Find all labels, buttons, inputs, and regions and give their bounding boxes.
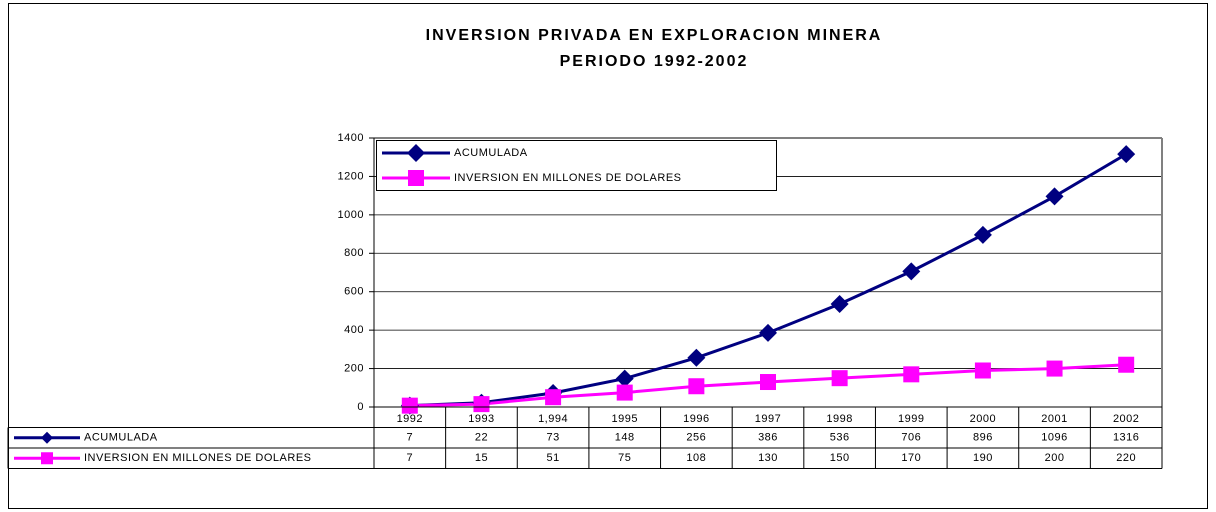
table-value: 51 (546, 452, 559, 464)
data-point (831, 370, 848, 387)
x-tick-label: 2000 (970, 413, 996, 425)
data-point (1118, 356, 1135, 373)
data-point (903, 366, 920, 383)
data-point (545, 389, 562, 406)
data-point (974, 362, 991, 379)
table-value: 130 (758, 452, 778, 464)
data-point (1117, 145, 1136, 164)
table-value: 1316 (1113, 432, 1139, 444)
chart-title: INVERSION PRIVADA EN EXPLORACION MINERA (426, 27, 883, 44)
x-tick-label: 1996 (683, 413, 709, 425)
table-value: 150 (830, 452, 850, 464)
legend-label: INVERSION EN MILLONES DE DOLARES (454, 172, 682, 184)
table-value: 1096 (1041, 432, 1067, 444)
table-row-label: ACUMULADA (84, 432, 158, 444)
x-tick-label: 2001 (1041, 413, 1067, 425)
y-tick-label: 800 (344, 247, 364, 259)
table-value: 896 (973, 432, 993, 444)
y-tick-label: 1400 (338, 132, 364, 144)
table-value: 73 (546, 432, 559, 444)
data-point (401, 397, 418, 414)
table-value: 256 (686, 432, 706, 444)
x-tick-label: 2002 (1113, 413, 1139, 425)
table-value: 7 (407, 432, 414, 444)
x-tick-label: 1998 (826, 413, 852, 425)
table-value: 190 (973, 452, 993, 464)
data-point (688, 378, 705, 395)
chart-subtitle: PERIODO 1992-2002 (560, 53, 749, 70)
y-tick-label: 400 (344, 324, 364, 336)
chart-border (8, 3, 1208, 509)
data-point (902, 262, 921, 281)
data-point (1046, 360, 1063, 377)
table-value: 386 (758, 432, 778, 444)
table-legend-marker (41, 431, 53, 444)
data-point (615, 369, 634, 388)
y-tick-label: 0 (357, 401, 364, 413)
data-point (973, 225, 992, 244)
x-tick-label: 1997 (755, 413, 781, 425)
table-legend-marker (41, 452, 53, 465)
table-row-label: INVERSION EN MILLONES DE DOLARES (84, 452, 312, 464)
table-value: 220 (1116, 452, 1136, 464)
data-point (473, 396, 490, 413)
y-tick-label: 1200 (338, 170, 364, 182)
legend-marker (408, 170, 424, 186)
table-value: 706 (901, 432, 921, 444)
x-tick-label: 1992 (397, 413, 423, 425)
x-tick-label: 1993 (468, 413, 494, 425)
table-value: 15 (475, 452, 488, 464)
x-tick-label: 1999 (898, 413, 924, 425)
data-point (687, 348, 706, 367)
table-value: 200 (1045, 452, 1065, 464)
legend-label: ACUMULADA (454, 147, 528, 159)
table-value: 22 (475, 432, 488, 444)
table-value: 170 (901, 452, 921, 464)
y-tick-label: 600 (344, 286, 364, 298)
table-value: 7 (407, 452, 414, 464)
legend-box (376, 140, 777, 191)
table-value: 536 (830, 432, 850, 444)
table-value: 148 (615, 432, 635, 444)
x-tick-label: 1,994 (538, 413, 568, 425)
y-tick-label: 200 (344, 362, 364, 374)
y-tick-label: 1000 (338, 209, 364, 221)
data-point (830, 295, 849, 314)
table-value: 108 (686, 452, 706, 464)
x-tick-label: 1995 (611, 413, 637, 425)
legend-marker (407, 144, 425, 162)
data-point (759, 323, 777, 342)
data-point (616, 384, 633, 401)
table-value: 75 (618, 452, 631, 464)
data-point (1045, 187, 1064, 206)
data-point (760, 374, 776, 391)
